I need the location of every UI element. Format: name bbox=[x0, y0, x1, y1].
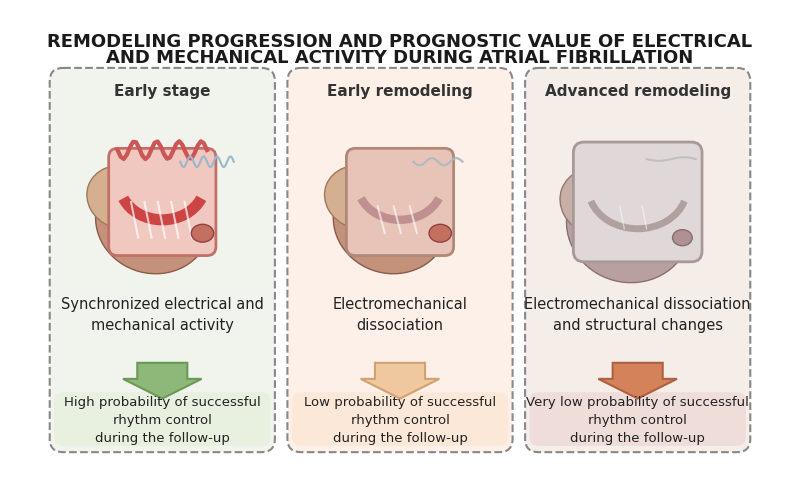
Ellipse shape bbox=[95, 166, 211, 274]
Ellipse shape bbox=[560, 168, 635, 237]
Text: Early stage: Early stage bbox=[114, 83, 210, 99]
Ellipse shape bbox=[429, 225, 451, 243]
Text: Electromechanical dissociation
and structural changes: Electromechanical dissociation and struc… bbox=[525, 296, 751, 332]
Text: Electromechanical
dissociation: Electromechanical dissociation bbox=[333, 296, 467, 332]
FancyBboxPatch shape bbox=[287, 69, 513, 452]
Text: Early remodeling: Early remodeling bbox=[327, 83, 473, 99]
Ellipse shape bbox=[325, 166, 395, 230]
FancyBboxPatch shape bbox=[530, 392, 746, 446]
FancyBboxPatch shape bbox=[50, 69, 275, 452]
Polygon shape bbox=[123, 363, 202, 399]
Ellipse shape bbox=[191, 225, 214, 243]
Text: Very low probability of successful
rhythm control
during the follow-up: Very low probability of successful rhyth… bbox=[526, 395, 749, 444]
Ellipse shape bbox=[334, 166, 449, 274]
Text: High probability of successful
rhythm control
during the follow-up: High probability of successful rhythm co… bbox=[64, 395, 261, 444]
FancyBboxPatch shape bbox=[346, 149, 454, 256]
Polygon shape bbox=[361, 363, 439, 399]
FancyBboxPatch shape bbox=[574, 143, 702, 262]
Ellipse shape bbox=[87, 166, 158, 230]
FancyBboxPatch shape bbox=[525, 69, 750, 452]
Text: REMODELING PROGRESSION AND PROGNOSTIC VALUE OF ELECTRICAL: REMODELING PROGRESSION AND PROGNOSTIC VA… bbox=[47, 33, 753, 51]
FancyBboxPatch shape bbox=[109, 149, 216, 256]
Text: Low probability of successful
rhythm control
during the follow-up: Low probability of successful rhythm con… bbox=[304, 395, 496, 444]
FancyBboxPatch shape bbox=[292, 392, 508, 446]
FancyBboxPatch shape bbox=[54, 392, 270, 446]
Text: Advanced remodeling: Advanced remodeling bbox=[545, 83, 731, 99]
Ellipse shape bbox=[566, 166, 691, 283]
Text: Synchronized electrical and
mechanical activity: Synchronized electrical and mechanical a… bbox=[61, 296, 264, 332]
Ellipse shape bbox=[673, 230, 692, 246]
Text: AND MECHANICAL ACTIVITY DURING ATRIAL FIBRILLATION: AND MECHANICAL ACTIVITY DURING ATRIAL FI… bbox=[106, 49, 694, 67]
Polygon shape bbox=[598, 363, 677, 399]
